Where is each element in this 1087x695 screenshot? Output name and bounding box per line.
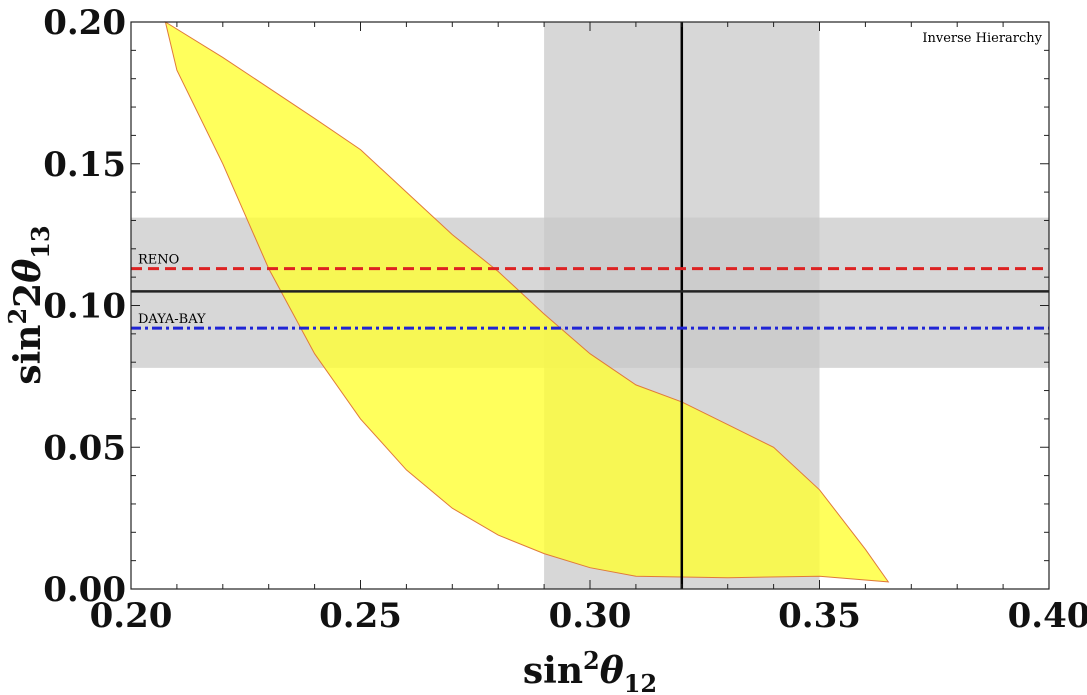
x-tick-label: 0.35 <box>778 596 861 636</box>
reno-label: RENO <box>138 253 179 268</box>
x-axis-title: sin2θ12 <box>523 646 657 695</box>
x-tick-label: 0.25 <box>319 596 402 636</box>
daya-bay-label: DAYA-BAY <box>138 312 206 327</box>
y-tick-label: 0.00 <box>43 570 126 610</box>
reference-lines <box>131 22 1049 589</box>
y-tick-label: 0.05 <box>43 428 126 468</box>
allowed-region <box>164 20 890 583</box>
x-tick-label: 0.20 <box>90 596 173 636</box>
y-axis-title: sin22θ13 <box>3 225 55 384</box>
axis-ticks <box>130 21 1050 590</box>
y-tick-label: 0.15 <box>43 145 126 185</box>
y-tick-label: 0.10 <box>43 287 126 327</box>
tick-labels: 0.20 0.25 0.30 0.35 0.40 0.00 0.05 0.10 0.15 0.20 <box>43 3 1087 636</box>
x-tick-label: 0.30 <box>549 596 632 636</box>
hierarchy-annotation: Inverse Hierarchy <box>922 31 1042 46</box>
x-tick-label: 0.40 <box>1008 596 1087 636</box>
allowed-region-layer <box>164 20 890 583</box>
y-tick-label: 0.20 <box>43 3 126 43</box>
